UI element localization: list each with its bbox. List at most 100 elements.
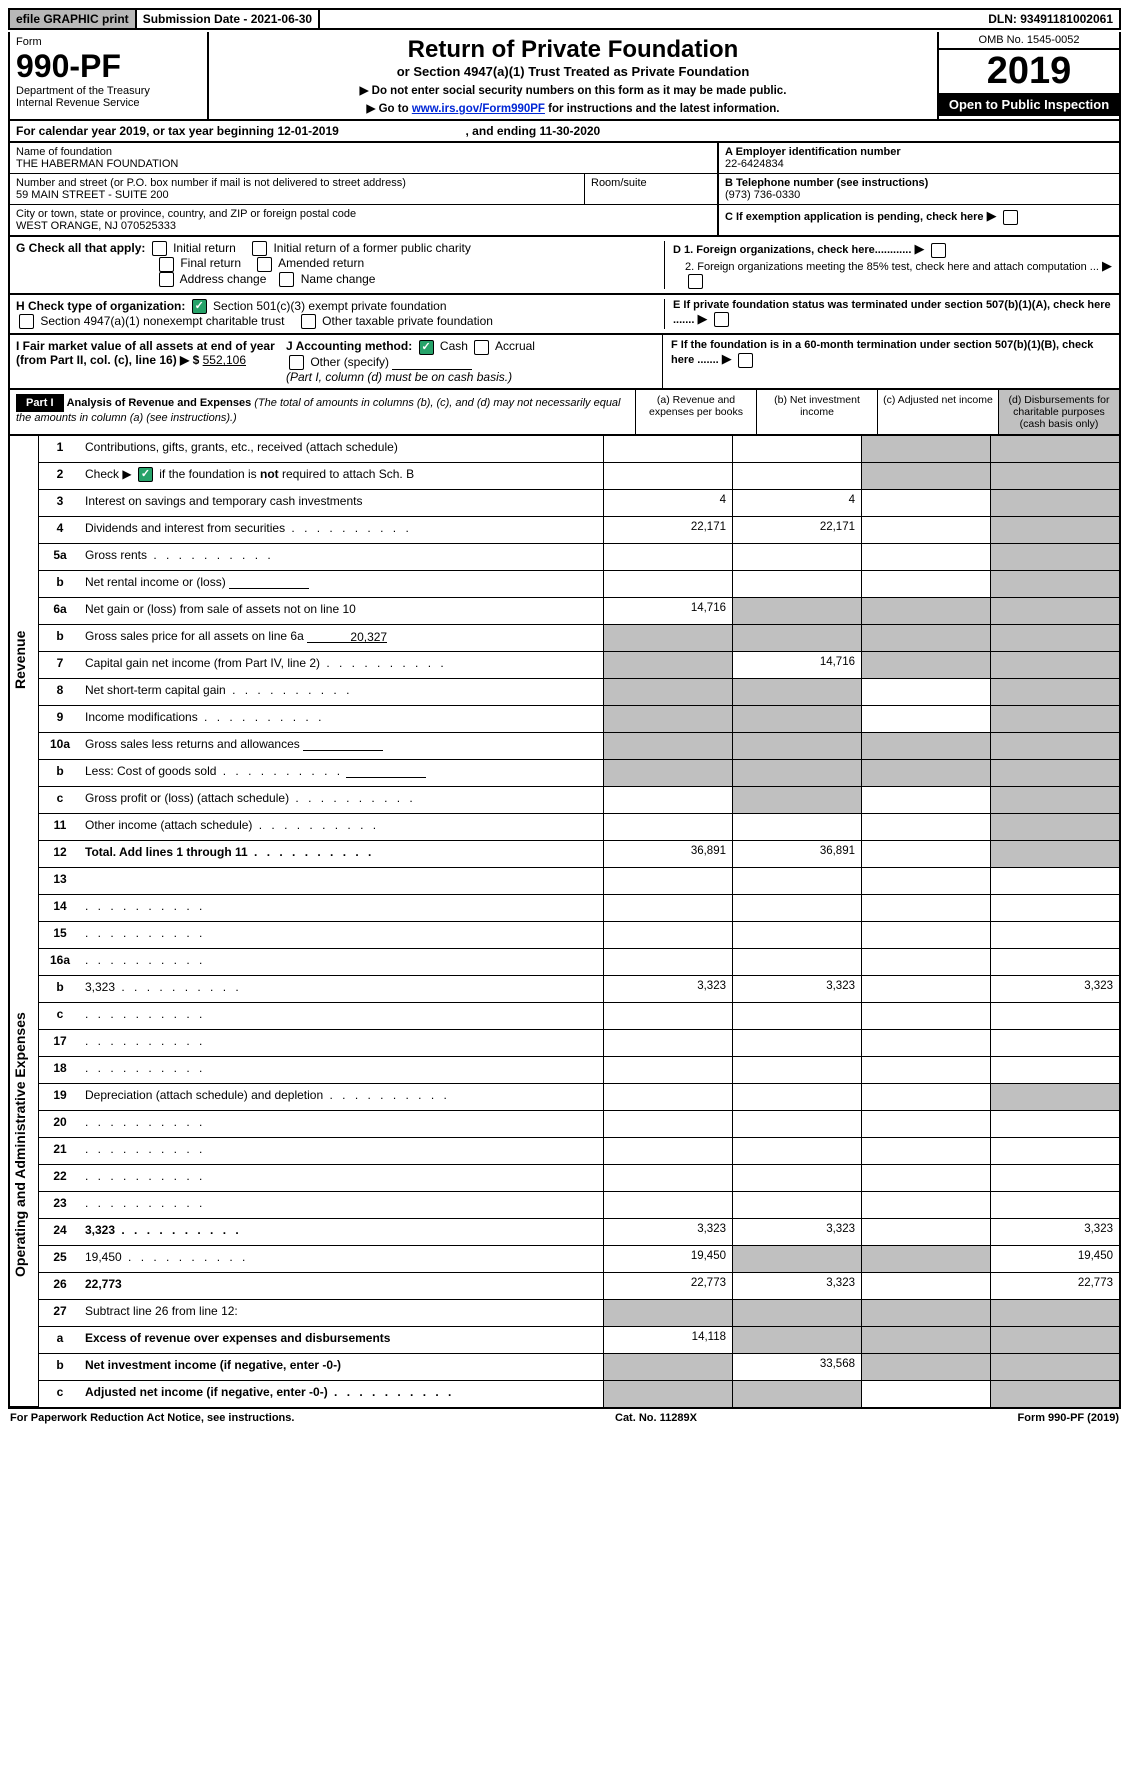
amount-cell-a: 3,323 bbox=[603, 1219, 732, 1245]
amount-cell-c bbox=[861, 706, 990, 732]
line-description: Interest on savings and temporary cash i… bbox=[81, 490, 603, 516]
arrow-icon: ▶ bbox=[1102, 258, 1112, 273]
line-number: 10a bbox=[39, 733, 81, 759]
amount-cell-a bbox=[603, 1354, 732, 1380]
tax-year: 2019 bbox=[939, 50, 1119, 93]
form-header: Form 990-PF Department of the Treasury I… bbox=[8, 32, 1121, 121]
footer-left: For Paperwork Reduction Act Notice, see … bbox=[10, 1412, 294, 1424]
h-4947-checkbox[interactable] bbox=[19, 314, 34, 329]
c-label: C If exemption application is pending, c… bbox=[725, 211, 984, 223]
line-number: 2 bbox=[39, 463, 81, 489]
amount-cell-b bbox=[732, 1138, 861, 1164]
amount-cell-c bbox=[861, 517, 990, 543]
j-other-checkbox[interactable] bbox=[289, 355, 304, 370]
amount-cell-c bbox=[861, 868, 990, 894]
h-other-checkbox[interactable] bbox=[301, 314, 316, 329]
line-number: 5a bbox=[39, 544, 81, 570]
amount-cell-a: 36,891 bbox=[603, 841, 732, 867]
table-row: 1Contributions, gifts, grants, etc., rec… bbox=[39, 436, 1119, 463]
e-label: E If private foundation status was termi… bbox=[673, 299, 1111, 326]
line-description: 3,323 bbox=[81, 1219, 603, 1245]
amount-cell-b bbox=[732, 1111, 861, 1137]
addr-change-checkbox[interactable] bbox=[159, 272, 174, 287]
amount-cell-d bbox=[990, 1084, 1119, 1110]
top-bar: efile GRAPHIC print Submission Date - 20… bbox=[8, 8, 1121, 30]
addr-change-label: Address change bbox=[180, 272, 267, 286]
amount-cell-a bbox=[603, 733, 732, 759]
amount-cell-c bbox=[861, 1219, 990, 1245]
amount-cell-b: 4 bbox=[732, 490, 861, 516]
table-row: 13 bbox=[39, 868, 1119, 895]
amount-cell-c bbox=[861, 1030, 990, 1056]
amount-cell-d bbox=[990, 841, 1119, 867]
line-number: 26 bbox=[39, 1273, 81, 1299]
amount-cell-b: 3,323 bbox=[732, 976, 861, 1002]
table-row: 2622,77322,7733,32322,773 bbox=[39, 1273, 1119, 1300]
amended-label: Amended return bbox=[278, 256, 364, 270]
amount-cell-b: 22,171 bbox=[732, 517, 861, 543]
amount-cell-b bbox=[732, 1057, 861, 1083]
instr-line-2-post: for instructions and the latest informat… bbox=[548, 103, 779, 115]
amount-cell-b: 33,568 bbox=[732, 1354, 861, 1380]
f-checkbox[interactable] bbox=[738, 353, 753, 368]
line-number: 9 bbox=[39, 706, 81, 732]
amount-cell-c bbox=[861, 787, 990, 813]
j-accrual-checkbox[interactable] bbox=[474, 340, 489, 355]
amount-cell-c bbox=[861, 841, 990, 867]
amount-cell-b bbox=[732, 571, 861, 597]
line-number: 6a bbox=[39, 598, 81, 624]
amount-cell-a: 22,171 bbox=[603, 517, 732, 543]
initial-former-checkbox[interactable] bbox=[252, 241, 267, 256]
line-description: 22,773 bbox=[81, 1273, 603, 1299]
d2-checkbox[interactable] bbox=[688, 274, 703, 289]
amount-cell-a: 14,716 bbox=[603, 598, 732, 624]
line-number: c bbox=[39, 1003, 81, 1029]
city-label: City or town, state or province, country… bbox=[16, 208, 711, 220]
amount-cell-b bbox=[732, 598, 861, 624]
final-return-checkbox[interactable] bbox=[159, 257, 174, 272]
e-checkbox[interactable] bbox=[714, 312, 729, 327]
amount-cell-b bbox=[732, 679, 861, 705]
j-cash-checkbox[interactable] bbox=[419, 340, 434, 355]
h-501c3-checkbox[interactable] bbox=[192, 299, 207, 314]
amount-cell-c bbox=[861, 436, 990, 462]
name-label: Name of foundation bbox=[16, 146, 711, 158]
line-number: b bbox=[39, 571, 81, 597]
amount-cell-b bbox=[732, 1327, 861, 1353]
h-4947-label: Section 4947(a)(1) nonexempt charitable … bbox=[40, 314, 284, 328]
initial-return-checkbox[interactable] bbox=[152, 241, 167, 256]
amended-checkbox[interactable] bbox=[257, 257, 272, 272]
cal-year-begin: For calendar year 2019, or tax year begi… bbox=[16, 124, 339, 138]
instr-line-2-pre: ▶ Go to bbox=[367, 103, 412, 115]
name-change-checkbox[interactable] bbox=[279, 272, 294, 287]
amount-cell-a bbox=[603, 625, 732, 651]
sch-b-checkbox[interactable] bbox=[138, 467, 153, 482]
amount-cell-b bbox=[732, 949, 861, 975]
line-description: Net rental income or (loss) bbox=[81, 571, 603, 597]
amount-cell-d bbox=[990, 490, 1119, 516]
amount-cell-a bbox=[603, 1111, 732, 1137]
amount-cell-b bbox=[732, 868, 861, 894]
open-to-public: Open to Public Inspection bbox=[939, 93, 1119, 116]
amount-cell-b bbox=[732, 1084, 861, 1110]
amount-cell-d bbox=[990, 544, 1119, 570]
line-description: Total. Add lines 1 through 11 bbox=[81, 841, 603, 867]
amount-cell-b bbox=[732, 544, 861, 570]
form-link[interactable]: www.irs.gov/Form990PF bbox=[412, 103, 545, 115]
d1-label: D 1. Foreign organizations, check here..… bbox=[673, 244, 911, 256]
efile-print-button[interactable]: efile GRAPHIC print bbox=[10, 10, 137, 28]
c-checkbox[interactable] bbox=[1003, 210, 1018, 225]
table-row: 14 bbox=[39, 895, 1119, 922]
d1-checkbox[interactable] bbox=[931, 243, 946, 258]
line-number: b bbox=[39, 976, 81, 1002]
amount-cell-c bbox=[861, 760, 990, 786]
table-row: 4Dividends and interest from securities2… bbox=[39, 517, 1119, 544]
h-section: H Check type of organization: Section 50… bbox=[8, 295, 1121, 336]
amount-cell-a bbox=[603, 895, 732, 921]
amount-cell-a: 22,773 bbox=[603, 1273, 732, 1299]
amount-cell-a bbox=[603, 760, 732, 786]
table-row: 8Net short-term capital gain bbox=[39, 679, 1119, 706]
amount-cell-b bbox=[732, 1300, 861, 1326]
amount-cell-d bbox=[990, 625, 1119, 651]
amount-cell-c bbox=[861, 1300, 990, 1326]
